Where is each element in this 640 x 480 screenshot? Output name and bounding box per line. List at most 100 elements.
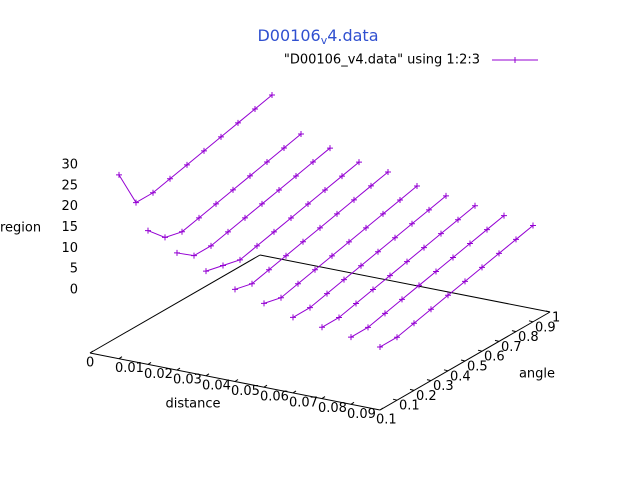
series-line xyxy=(263,185,418,304)
point xyxy=(385,168,391,175)
point xyxy=(235,119,241,126)
point xyxy=(472,202,478,209)
x-tick-label: 0.1 xyxy=(376,413,397,428)
x-tick xyxy=(350,401,355,405)
point xyxy=(394,334,400,341)
point xyxy=(310,159,316,166)
point xyxy=(382,310,388,317)
x-axis-label: distance xyxy=(165,397,220,412)
point xyxy=(327,145,333,152)
point xyxy=(218,133,224,140)
point xyxy=(336,314,342,321)
legend-marker xyxy=(512,57,518,63)
x-tick xyxy=(321,396,326,400)
point xyxy=(322,187,328,194)
x-tick-label: 0.09 xyxy=(347,407,376,422)
z-tick-label: 10 xyxy=(61,241,78,256)
point xyxy=(225,228,231,235)
y-tick-label: 0.7 xyxy=(501,340,522,355)
x-tick-label: 0.02 xyxy=(144,367,173,382)
point xyxy=(339,173,345,180)
point xyxy=(358,262,364,269)
point xyxy=(397,196,403,203)
y-tick xyxy=(511,330,517,333)
x-tick xyxy=(379,407,384,411)
series-line xyxy=(379,225,534,348)
point xyxy=(276,186,282,193)
point xyxy=(281,145,287,151)
point xyxy=(290,314,296,321)
point xyxy=(404,258,410,265)
point xyxy=(254,242,260,249)
point xyxy=(230,186,236,193)
point xyxy=(319,324,325,331)
y-tick xyxy=(426,379,432,382)
point xyxy=(264,158,270,165)
point xyxy=(387,272,393,279)
point xyxy=(501,212,507,219)
title-part: 4.data xyxy=(327,26,378,45)
series-line xyxy=(147,133,302,238)
point xyxy=(191,252,197,259)
y-tick-label: 0.1 xyxy=(399,399,420,414)
point xyxy=(392,234,398,241)
point xyxy=(341,276,347,283)
point xyxy=(201,147,207,154)
point xyxy=(196,214,202,221)
x-tick xyxy=(176,367,181,371)
point xyxy=(145,227,151,234)
point xyxy=(363,224,369,231)
y-tick-label: 0.6 xyxy=(484,350,505,365)
y-tick-label: 0.8 xyxy=(518,330,539,345)
point xyxy=(467,240,473,247)
point xyxy=(184,161,190,168)
x-tick-label: 0.07 xyxy=(289,395,318,410)
point xyxy=(174,249,180,256)
point xyxy=(479,264,485,271)
x-tick xyxy=(118,356,123,360)
point xyxy=(346,238,352,245)
x-tick xyxy=(292,390,297,394)
point xyxy=(377,344,383,350)
z-tick-label: 30 xyxy=(61,158,78,173)
z-tick-label: 25 xyxy=(61,178,78,193)
point xyxy=(232,286,238,293)
point xyxy=(353,300,359,307)
point xyxy=(269,92,275,98)
point xyxy=(300,238,306,245)
series-line xyxy=(176,147,331,257)
point xyxy=(203,268,209,275)
x-tick xyxy=(263,384,268,388)
y-tick-label: 0.3 xyxy=(433,379,454,394)
point xyxy=(261,300,267,307)
point xyxy=(116,171,122,178)
y-tick-label: 1 xyxy=(552,311,560,326)
point xyxy=(293,173,299,179)
x-tick xyxy=(234,379,239,382)
point xyxy=(179,228,185,235)
point xyxy=(530,222,536,229)
y-tick xyxy=(528,320,534,323)
point xyxy=(409,220,415,227)
x-tick xyxy=(89,350,94,354)
x-tick-label: 0.08 xyxy=(318,401,347,416)
x-tick-label: 0.04 xyxy=(202,378,231,393)
x-tick-label: 0 xyxy=(86,356,94,371)
y-tick xyxy=(460,359,466,362)
z-tick-label: 0 xyxy=(70,283,78,298)
series-line xyxy=(234,171,389,290)
point xyxy=(414,183,420,189)
z-tick-label: 20 xyxy=(61,199,78,214)
point xyxy=(249,280,255,287)
point xyxy=(213,200,219,207)
point xyxy=(351,196,357,203)
point xyxy=(271,228,277,235)
point xyxy=(266,266,272,273)
series-line xyxy=(292,195,447,318)
z-axis-label: region xyxy=(0,221,41,236)
point xyxy=(288,214,294,221)
point xyxy=(334,210,340,217)
point xyxy=(298,131,304,138)
point xyxy=(368,182,374,189)
point xyxy=(283,252,289,259)
